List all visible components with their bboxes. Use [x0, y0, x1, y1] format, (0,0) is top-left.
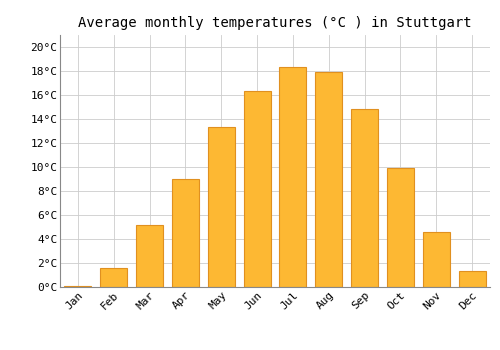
Bar	[280, 68, 306, 287]
Bar	[458, 271, 485, 287]
Bar	[100, 268, 127, 287]
Bar	[423, 232, 450, 287]
Bar	[316, 72, 342, 287]
Bar	[244, 91, 270, 287]
Bar	[172, 179, 199, 287]
Bar	[64, 286, 92, 287]
Bar	[136, 225, 163, 287]
Bar	[208, 127, 234, 287]
Bar	[351, 110, 378, 287]
Title: Average monthly temperatures (°C ) in Stuttgart: Average monthly temperatures (°C ) in St…	[78, 16, 472, 30]
Bar	[387, 168, 414, 287]
